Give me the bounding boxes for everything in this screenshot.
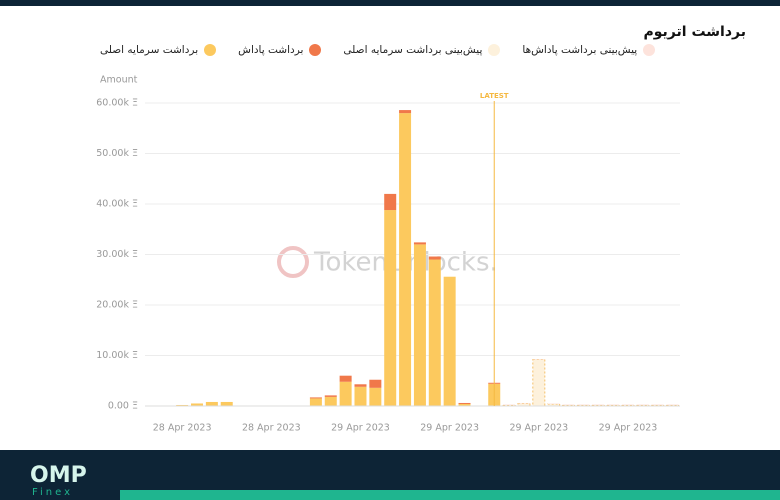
bar <box>592 404 605 405</box>
bar <box>399 113 412 406</box>
x-tick-label: 28 Apr 2023 <box>242 423 301 434</box>
bar <box>384 210 397 406</box>
bar <box>309 397 322 399</box>
legend-label: برداشت سرمایه اصلی <box>100 44 199 56</box>
bar <box>532 359 546 407</box>
y-tick-label: 50.00k Ξ <box>96 148 138 159</box>
footer-strip <box>120 490 780 500</box>
bar <box>562 404 575 405</box>
bar <box>176 404 189 406</box>
bar <box>220 401 233 406</box>
bar <box>458 403 471 406</box>
y-tick-label: 30.00k Ξ <box>96 249 138 260</box>
legend-swatch <box>488 44 501 56</box>
top-band <box>0 0 780 6</box>
logo-sub: Finex <box>32 487 73 498</box>
x-tick-label: 28 Apr 2023 <box>153 423 212 434</box>
bar <box>547 403 560 404</box>
y-tick-label: 60.00k Ξ <box>96 98 138 109</box>
bar <box>636 404 649 405</box>
bar <box>577 404 590 405</box>
x-tick-label: 29 Apr 2023 <box>420 423 479 434</box>
legend-item[interactable]: پیش‌بینی برداشت سرمایه اصلی <box>343 44 501 56</box>
bar <box>443 276 456 406</box>
bar <box>339 381 352 406</box>
bar <box>399 110 412 114</box>
legend-swatch <box>643 44 656 56</box>
legend-item[interactable]: برداشت پاداش <box>238 44 322 56</box>
legend-swatch <box>309 44 322 56</box>
x-tick-label: 29 Apr 2023 <box>509 423 568 434</box>
y-axis-label: Amount <box>100 75 138 86</box>
bar <box>428 256 441 260</box>
legend: برداشت سرمایه اصلی برداشت پاداش پیش‌بینی ب… <box>100 44 656 56</box>
bar <box>354 386 367 406</box>
watermark-icon <box>277 246 309 278</box>
bar <box>339 375 352 382</box>
bar <box>503 404 516 405</box>
bar <box>191 403 204 406</box>
legend-label: پیش‌بینی برداشت سرمایه اصلی <box>343 44 483 56</box>
y-tick-label: 0.00 Ξ <box>108 401 138 412</box>
bar <box>413 244 426 406</box>
logo: OMP <box>30 463 87 488</box>
bar <box>369 387 382 406</box>
chart-title: برداشت اتریوم <box>643 24 746 40</box>
bar <box>369 379 382 388</box>
legend-label: پیش‌بینی برداشت پاداش‌ها <box>522 44 638 56</box>
bar <box>384 193 397 211</box>
bar <box>651 404 664 405</box>
bar <box>621 404 634 405</box>
bar <box>666 404 679 405</box>
bar <box>532 359 545 360</box>
bar <box>413 242 426 245</box>
bar <box>607 404 620 405</box>
legend-label: برداشت پاداش <box>238 44 304 56</box>
y-tick-label: 20.00k Ξ <box>96 300 138 311</box>
bar <box>205 401 218 406</box>
legend-item[interactable]: برداشت سرمایه اصلی <box>100 44 217 56</box>
bar <box>309 398 322 406</box>
bar <box>354 384 367 387</box>
y-tick-label: 40.00k Ξ <box>96 199 138 210</box>
latest-label: LATEST <box>480 92 509 100</box>
bar <box>324 396 337 406</box>
legend-swatch <box>204 44 217 56</box>
bar <box>517 402 530 404</box>
bar <box>324 395 337 397</box>
x-tick-label: 29 Apr 2023 <box>599 423 658 434</box>
legend-item[interactable]: پیش‌بینی برداشت پاداش‌ها <box>522 44 656 56</box>
bar <box>428 259 441 406</box>
y-tick-label: 10.00k Ξ <box>96 350 138 361</box>
bar <box>458 402 471 404</box>
x-tick-label: 29 Apr 2023 <box>331 423 390 434</box>
